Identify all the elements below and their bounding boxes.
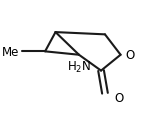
- Text: H$_2$N: H$_2$N: [67, 59, 91, 74]
- Text: Me: Me: [2, 45, 19, 58]
- Text: O: O: [114, 91, 123, 104]
- Text: O: O: [126, 49, 135, 62]
